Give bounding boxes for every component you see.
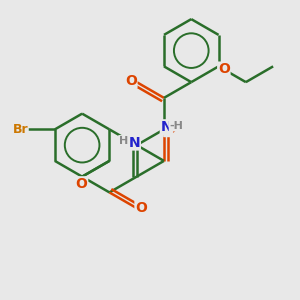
Text: N: N (160, 120, 172, 134)
Text: N: N (128, 136, 140, 150)
Text: O: O (218, 62, 230, 76)
Text: -H: -H (169, 121, 183, 131)
Text: Br: Br (12, 123, 28, 136)
Text: O: O (125, 74, 137, 88)
Text: H: H (119, 136, 128, 146)
Text: O: O (76, 177, 88, 191)
Text: O: O (135, 201, 147, 215)
Text: O: O (164, 122, 176, 136)
